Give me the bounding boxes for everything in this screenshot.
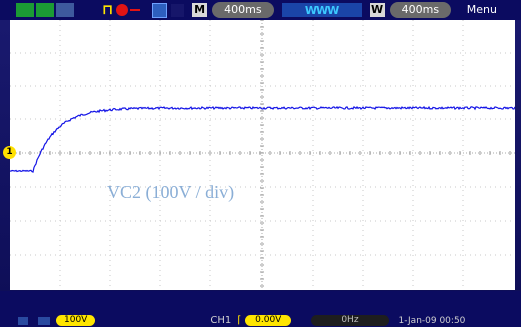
menu-button[interactable]: Menu [466, 3, 497, 16]
status-bar: 100V CH1 ⌈ 0.00V 0Hz 1-Jan-09 00:50 [0, 291, 521, 327]
ch1-scale[interactable]: 100V [56, 315, 96, 326]
dots-mode-icon[interactable] [56, 3, 74, 17]
timestamp: 1-Jan-09 00:50 [398, 315, 466, 326]
stop-dash-icon [130, 9, 141, 11]
main-timebase-label: M [192, 3, 208, 17]
graticule: VC2 (100V / div) [10, 20, 515, 290]
trace-annotation: VC2 (100V / div) [107, 182, 234, 203]
trigger-edge-icon[interactable]: ⊓ [102, 2, 114, 18]
status-row: 100V CH1 ⌈ 0.00V 0Hz 1-Jan-09 00:50 [0, 314, 521, 327]
zoom-window-bar[interactable]: WWW [281, 3, 362, 17]
frequency-readout: 0Hz [311, 315, 389, 326]
window-timebase-value[interactable]: 400ms [389, 2, 452, 18]
top-toolbar: ⊓ M 400ms WWW W 400ms Menu [0, 0, 521, 20]
center-axes [10, 20, 515, 290]
bandwidth-icon [38, 316, 50, 325]
waveform-mode-icon[interactable] [16, 3, 34, 17]
coupling-icon [18, 316, 28, 325]
window-timebase-label: W [369, 3, 385, 17]
vector-mode-icon[interactable] [36, 3, 54, 17]
axis-ticks [10, 20, 511, 287]
usb-icon [171, 3, 185, 17]
ch1-ground-marker[interactable]: 1 [3, 146, 16, 159]
stop-indicator-icon[interactable] [116, 4, 129, 16]
grid-lines [10, 20, 515, 290]
zoom-wave-icon: WWW [304, 3, 339, 17]
trigger-source: CH1 [210, 315, 232, 326]
main-timebase-value[interactable]: 400ms [212, 2, 274, 18]
graticule-svg: VC2 (100V / div) [10, 20, 515, 290]
waveform-trace [10, 105, 515, 173]
trigger-level[interactable]: 0.00V [245, 315, 292, 326]
save-disk-icon[interactable] [152, 2, 168, 18]
trigger-slope-icon: ⌈ [237, 315, 242, 326]
